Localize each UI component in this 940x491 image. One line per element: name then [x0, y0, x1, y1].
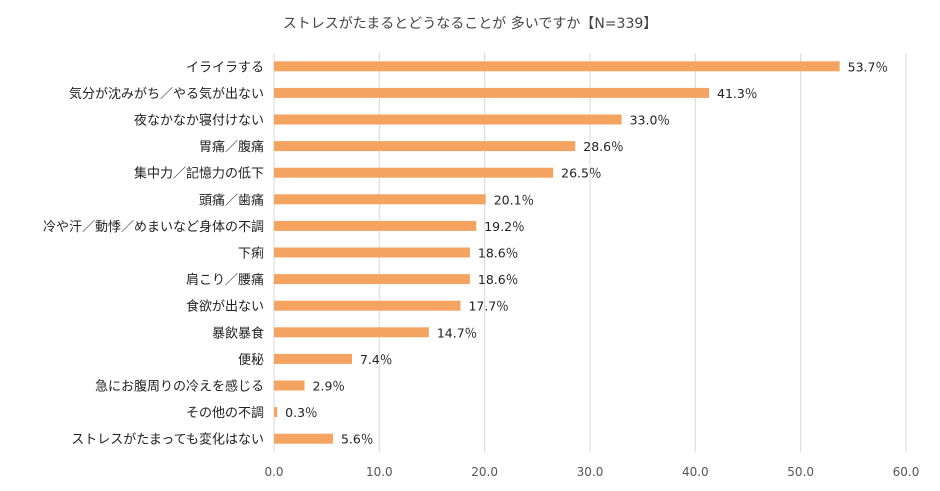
category-label-8: 肩こり／腰痛: [186, 272, 264, 288]
bar-14: [274, 433, 333, 444]
x-axis-tick-labels: 0.0 10.0 20.0 30.0 40.0 50.0 60.0: [264, 465, 919, 479]
bar-13: [274, 407, 278, 418]
category-label-3: 胃痛／腹痛: [199, 139, 264, 155]
x-tick-label-6: 60.0: [893, 465, 920, 479]
bar-0: [274, 61, 840, 72]
category-label-1: 気分が沈みがち／やる気が出ない: [69, 86, 264, 102]
category-label-11: 便秘: [238, 353, 264, 368]
value-labels: 53.7％ 41.3％ 33.0％ 28.6％ 26.5％ 20.1％ 19.2％ 18.6％…: [285, 59, 888, 446]
value-label-0: 53.7％: [848, 59, 888, 74]
x-tick-label-1: 10.0: [366, 465, 393, 479]
bar-7: [274, 247, 470, 258]
value-label-9: 17.7％: [468, 299, 508, 314]
bar-3: [274, 141, 576, 152]
bar-10: [274, 327, 429, 338]
bar-5: [274, 194, 486, 205]
value-label-11: 7.4％: [360, 352, 392, 367]
bar-6: [274, 220, 477, 231]
value-label-14: 5.6％: [341, 432, 373, 447]
chart-title: ストレスがたまるとどうなることが 多いですか【N=339】: [283, 15, 658, 32]
category-label-14: ストレスがたまっても変化はない: [71, 432, 264, 448]
bar-2: [274, 114, 622, 125]
bar-4: [274, 167, 554, 178]
value-label-13: 0.3％: [285, 405, 317, 420]
bar-11: [274, 353, 352, 364]
category-labels: イライラする気分が沈みがち／やる気が出ない夜なかなか寝付けない胃痛／腹痛集中力／…: [43, 60, 264, 447]
bars: [274, 61, 840, 444]
bar-12: [274, 380, 305, 391]
category-label-9: 食欲が出ない: [186, 299, 264, 315]
x-tick-label-2: 20.0: [471, 465, 498, 479]
value-label-6: 19.2％: [484, 219, 524, 234]
category-label-0: イライラする: [186, 60, 264, 75]
bar-1: [274, 87, 710, 98]
value-label-7: 18.6％: [478, 246, 518, 261]
category-label-13: その他の不調: [186, 406, 264, 421]
x-tick-label-5: 50.0: [787, 465, 814, 479]
bar-9: [274, 300, 461, 311]
value-label-5: 20.1％: [494, 192, 534, 207]
bar-8: [274, 274, 470, 285]
category-label-6: 冷や汗／動悸／めまいなど身体の不調: [43, 219, 264, 235]
category-label-4: 集中力／記憶力の低下: [134, 166, 264, 182]
value-label-8: 18.6％: [478, 272, 518, 287]
value-label-2: 33.0％: [630, 113, 670, 128]
category-label-5: 頭痛／歯痛: [199, 192, 264, 208]
value-label-4: 26.5％: [561, 166, 601, 181]
value-label-10: 14.7％: [437, 325, 477, 340]
x-tick-label-3: 30.0: [577, 465, 604, 479]
value-label-12: 2.9％: [313, 379, 345, 394]
x-tick-label-0: 0.0: [264, 465, 283, 479]
category-label-7: 下痢: [238, 246, 264, 262]
category-label-12: 急にお腹周りの冷えを感じる: [95, 379, 264, 395]
x-tick-label-4: 40.0: [682, 465, 709, 479]
value-label-3: 28.6％: [583, 139, 623, 154]
category-label-10: 暴飲暴食: [212, 325, 264, 341]
value-label-1: 41.3％: [717, 86, 757, 101]
category-label-2: 夜なかなか寝付けない: [134, 113, 264, 129]
